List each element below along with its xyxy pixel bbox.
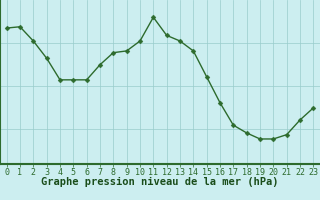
Text: Graphe pression niveau de la mer (hPa): Graphe pression niveau de la mer (hPa) (41, 177, 279, 187)
